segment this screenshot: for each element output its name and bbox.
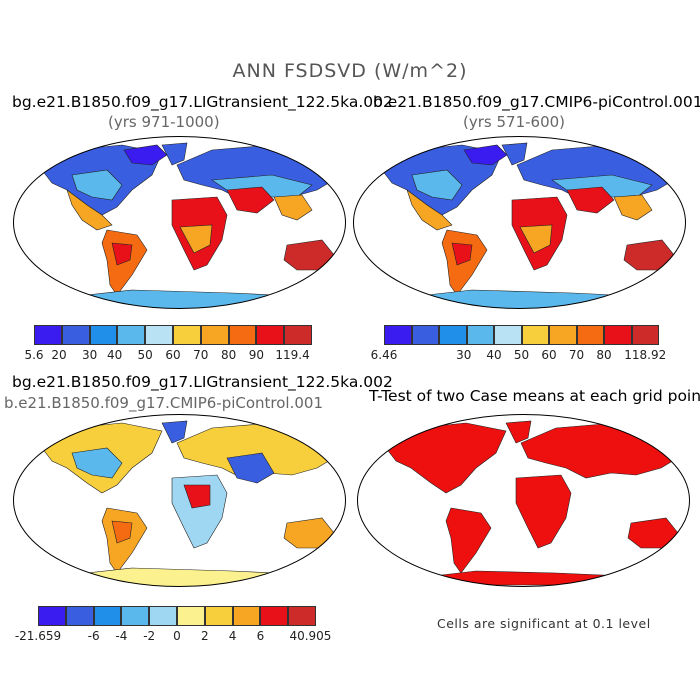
case1-swatch	[200, 325, 229, 345]
case2-label: 60	[541, 348, 557, 362]
case2-label: 80	[596, 348, 612, 362]
difference-label: -6	[87, 629, 100, 643]
panel2-subtitle: (yrs 571-600)	[463, 113, 566, 131]
difference-swatch	[177, 606, 205, 626]
difference-swatch	[260, 606, 289, 626]
difference-label: 2	[200, 629, 209, 643]
difference-swatch	[65, 606, 94, 626]
panel1-title: bg.e21.B1850.f09_g17.LIGtransient_122.5k…	[12, 93, 393, 111]
case2-label: 118.92	[624, 348, 667, 362]
case1-swatch	[89, 325, 118, 345]
case2-label: 70	[568, 348, 585, 362]
map-difference	[13, 414, 346, 587]
difference-label: 0	[173, 629, 181, 643]
panel3-title: bg.e21.B1850.f09_g17.LIGtransient_122.5k…	[12, 373, 393, 391]
case2-swatch	[576, 325, 604, 345]
case1-label: 30	[81, 348, 98, 362]
case1-label: 60	[165, 348, 181, 362]
difference-label: 4	[228, 629, 237, 643]
case2-swatch	[631, 325, 659, 345]
case2-label: 50	[513, 348, 530, 362]
colorbar-case2: 6.46 30 40 50 60 70 80 118.92	[371, 325, 666, 362]
significance-footnote: Cells are significant at 0.1 level	[437, 616, 651, 631]
case1-swatch	[145, 325, 173, 345]
case1-label: 90	[248, 348, 265, 362]
colorbar-difference: -21.659 -6 -4 -2 0 2 4 6 40.905	[15, 606, 331, 643]
panel1-subtitle: (yrs 971-1000)	[108, 113, 220, 131]
case2-swatch	[604, 325, 632, 345]
case1-label: 40	[106, 348, 123, 362]
case1-label: 119.4	[275, 348, 310, 362]
case2-swatch	[521, 325, 549, 345]
case2-swatch	[384, 325, 412, 345]
case1-swatch	[117, 325, 146, 345]
case2-swatch	[466, 325, 494, 345]
case1-label: 20	[51, 348, 67, 362]
case2-label: 30	[456, 348, 472, 362]
map-case2	[353, 136, 686, 309]
case2-swatch	[411, 325, 439, 345]
panel2-title: b.e21.B1850.f09_g17.CMIP6-piControl.001	[373, 93, 700, 111]
map-ttest	[357, 414, 690, 587]
colorbar-case1: 5.6 20 30 40 50 60 70 80 90 119.4	[24, 325, 312, 362]
difference-swatch	[38, 606, 66, 626]
case1-swatch	[256, 325, 285, 345]
case1-label: 70	[193, 348, 209, 362]
case1-swatch	[228, 325, 257, 345]
panel4-title: T-Test of two Case means at each grid po…	[369, 387, 700, 405]
difference-swatch	[232, 606, 261, 626]
case1-swatch	[61, 325, 90, 345]
map-case1	[13, 136, 346, 309]
case1-label: 80	[220, 348, 237, 362]
panel3-subtitle: b.e21.B1850.f09_g17.CMIP6-piControl.001	[4, 394, 323, 412]
difference-label: -2	[143, 629, 156, 643]
case2-label: 40	[486, 348, 502, 362]
difference-label: 6	[256, 629, 265, 643]
difference-swatch	[93, 606, 122, 626]
difference-label: -21.659	[14, 629, 62, 643]
difference-swatch	[121, 606, 150, 626]
difference-label: -4	[115, 629, 128, 643]
case1-swatch	[284, 325, 312, 345]
case1-swatch	[34, 325, 62, 345]
case2-swatch	[494, 325, 522, 345]
case2-swatch	[549, 325, 577, 345]
difference-swatch	[204, 606, 233, 626]
figure-title: ANN FSDSVD (W/m^2)	[232, 60, 468, 82]
difference-swatch	[149, 606, 177, 626]
case1-label: 50	[137, 348, 153, 362]
case2-label: 6.46	[370, 348, 398, 362]
case2-swatch	[439, 325, 467, 345]
difference-label: 40.905	[289, 629, 332, 643]
case1-swatch	[173, 325, 201, 345]
case1-label: 5.6	[24, 348, 44, 362]
difference-swatch	[288, 606, 316, 626]
